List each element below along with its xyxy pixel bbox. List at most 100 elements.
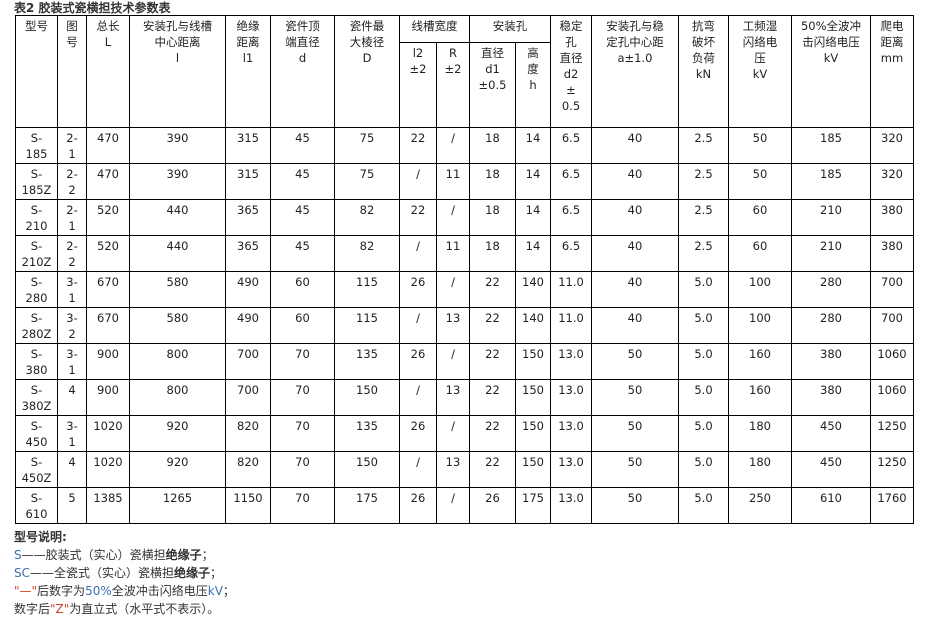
cell-top-diameter: 45 [270, 127, 335, 164]
cell-model: S- 450 [15, 415, 58, 452]
cell-model: S- 210 [15, 199, 58, 236]
cell-length: 520 [86, 199, 130, 236]
cell-fig: 4 [57, 379, 87, 416]
cell-r: / [436, 127, 470, 164]
cell-impulse-flashover: 450 [791, 415, 871, 452]
table-title: 表2 胶装式瓷横担技术参数表 [14, 1, 171, 15]
cell-d1: 22 [469, 379, 516, 416]
cell-impulse-flashover: 280 [791, 307, 871, 344]
cell-creepage: 1760 [870, 487, 914, 524]
cell-top-diameter: 70 [270, 487, 335, 524]
cell-h: 150 [515, 451, 551, 488]
cell-max-shed-diameter: 75 [334, 127, 400, 164]
cell-l2: / [399, 451, 437, 488]
cell-impulse-flashover: 450 [791, 451, 871, 488]
table-row: S- 185Z 2- 2 470 390 315 45 75/11 18 14 6.5 40 2.5 50 1… [15, 163, 914, 200]
cell-l2: 22 [399, 127, 437, 164]
cell-l2: / [399, 379, 437, 416]
cell-fig: 3- 2 [57, 307, 87, 344]
cell-length: 1020 [86, 415, 130, 452]
cell-insulation-distance: 490 [225, 307, 271, 344]
cell-d1: 18 [469, 199, 516, 236]
cell-l2: 26 [399, 343, 437, 380]
cell-h: 150 [515, 379, 551, 416]
cell-l2: 26 [399, 271, 437, 308]
header-bending-load: 抗弯 破坏 负荷 kN [678, 15, 729, 128]
cell-fig: 2- 2 [57, 235, 87, 272]
cell-d1: 18 [469, 235, 516, 272]
cell-h: 140 [515, 271, 551, 308]
cell-r: / [436, 415, 470, 452]
note-text: 为直立式（水平式不表示）。 [69, 602, 220, 616]
z: "Z" [50, 602, 70, 616]
cell-r: 13 [436, 307, 470, 344]
cell-impulse-flashover: 380 [791, 379, 871, 416]
model-notes: 型号说明: S——胶装式（实心）瓷横担绝缘子； SC——全瓷式（实心）瓷横担绝缘… [14, 528, 937, 618]
cell-fig: 3- 1 [57, 271, 87, 308]
header-insulation-distance: 绝缘 距离 l1 [225, 15, 271, 128]
table-row: S- 280Z 3- 2 670 580 490 60 115/13 22 140 11.0 40 5.0… [15, 307, 914, 344]
cell-h: 14 [515, 163, 551, 200]
note-bold: 绝缘子 [165, 548, 202, 562]
cell-creepage: 320 [870, 163, 914, 200]
cell-center-distance: 580 [129, 307, 226, 344]
cell-d1: 22 [469, 415, 516, 452]
header-top-diameter: 瓷件顶 端直径 d [270, 15, 335, 128]
cell-d2: 13.0 [550, 379, 592, 416]
cell-impulse-flashover: 610 [791, 487, 871, 524]
note-s: S——胶装式（实心）瓷横担绝缘子； [14, 546, 937, 564]
cell-length: 670 [86, 271, 130, 308]
cell-l2: 22 [399, 199, 437, 236]
cell-h: 150 [515, 343, 551, 380]
cell-a: 50 [591, 487, 679, 524]
table-row: S- 185 2- 1 470 390 315 45 75 22/18 14 6.5 40 2.5 50 18… [15, 127, 914, 164]
cell-top-diameter: 45 [270, 163, 335, 200]
cell-a: 50 [591, 379, 679, 416]
cell-h: 150 [515, 415, 551, 452]
cell-r: 11 [436, 163, 470, 200]
note-text: ——全瓷式（实心）瓷横担 [30, 566, 175, 580]
cell-impulse-flashover: 210 [791, 235, 871, 272]
cell-bending-load: 5.0 [678, 307, 729, 344]
cell-insulation-distance: 365 [225, 199, 271, 236]
note-dash: "—"后数字为50%全波冲击闪络电压kV； [14, 582, 937, 600]
cell-bending-load: 2.5 [678, 199, 729, 236]
cell-d2: 13.0 [550, 451, 592, 488]
cell-d1: 22 [469, 451, 516, 488]
cell-insulation-distance: 315 [225, 127, 271, 164]
cell-model: S- 210Z [15, 235, 58, 272]
cell-bending-load: 2.5 [678, 127, 729, 164]
cell-creepage: 1250 [870, 415, 914, 452]
cell-center-distance: 920 [129, 415, 226, 452]
cell-h: 14 [515, 235, 551, 272]
cell-l2: / [399, 307, 437, 344]
table-row: S- 280 3- 1 670 580 490 60 115 26/22 140 11.0 40 5.0 1… [15, 271, 914, 308]
pct: 50% [85, 584, 112, 598]
header-r: R ±2 [436, 42, 470, 128]
cell-d2: 6.5 [550, 235, 592, 272]
cell-creepage: 1250 [870, 451, 914, 488]
cell-r: / [436, 199, 470, 236]
cell-top-diameter: 70 [270, 343, 335, 380]
note-text: 后数字为 [37, 584, 86, 598]
cell-fig: 3- 1 [57, 343, 87, 380]
cell-length: 1385 [86, 487, 130, 524]
cell-d1: 18 [469, 127, 516, 164]
cell-a: 40 [591, 235, 679, 272]
cell-model: S- 450Z [15, 451, 58, 488]
cell-insulation-distance: 700 [225, 379, 271, 416]
cell-a: 40 [591, 127, 679, 164]
header-creepage: 爬电 距离 mm [870, 15, 914, 128]
cell-bending-load: 5.0 [678, 451, 729, 488]
cell-max-shed-diameter: 82 [334, 199, 400, 236]
header-wet-flashover: 工频湿 闪络电压 kV [728, 15, 792, 128]
cell-center-distance: 390 [129, 127, 226, 164]
cell-impulse-flashover: 280 [791, 271, 871, 308]
cell-d1: 22 [469, 343, 516, 380]
cell-r: 13 [436, 379, 470, 416]
cell-insulation-distance: 820 [225, 415, 271, 452]
cell-max-shed-diameter: 135 [334, 415, 400, 452]
cell-insulation-distance: 820 [225, 451, 271, 488]
header-mounting-hole: 安装孔 [469, 15, 551, 43]
